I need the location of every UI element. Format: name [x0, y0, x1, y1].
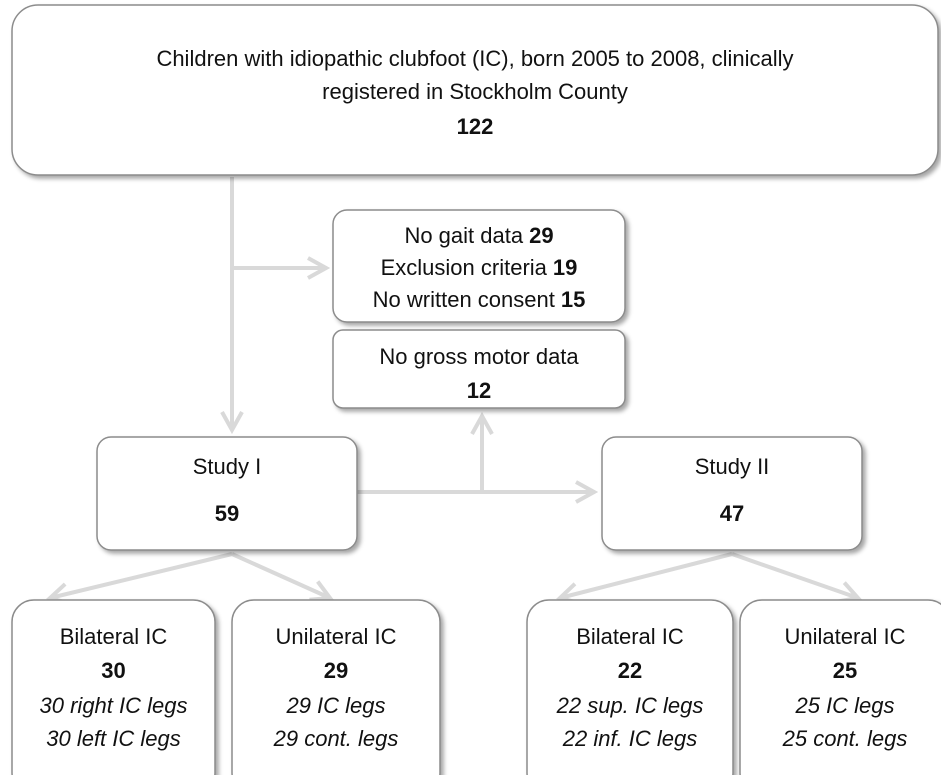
group-legs: 30 right IC legs	[40, 693, 188, 718]
group-title: Bilateral IC	[576, 624, 684, 649]
study-title: Study II	[695, 454, 770, 479]
label: No gait data	[404, 223, 523, 248]
study-count: 59	[215, 501, 239, 526]
group-title: Unilateral IC	[275, 624, 396, 649]
group-legs: 30 left IC legs	[46, 726, 181, 751]
box	[96, 436, 358, 551]
label-line: Exclusion criteria 19	[381, 255, 578, 280]
group-legs: 29 cont. legs	[273, 726, 399, 751]
box	[11, 599, 216, 775]
group-legs: 29 IC legs	[285, 693, 385, 718]
count: 19	[553, 255, 577, 280]
study-count: 47	[720, 501, 744, 526]
group-legs: 25 IC legs	[794, 693, 894, 718]
count: 15	[561, 287, 585, 312]
arrow	[231, 552, 330, 598]
group-title: Bilateral IC	[60, 624, 168, 649]
group-count: 30	[101, 658, 125, 683]
arrow	[50, 552, 233, 598]
box	[11, 4, 939, 176]
box	[332, 209, 626, 323]
group-legs: 25 cont. legs	[782, 726, 908, 751]
study-title: Study I	[193, 454, 261, 479]
top-count: 122	[457, 114, 494, 139]
group-legs: 22 inf. IC legs	[562, 726, 698, 751]
label: Exclusion criteria	[381, 255, 548, 280]
top-text: Children with idiopathic clubfoot (IC), …	[156, 46, 793, 71]
label-line: No written consent 15	[373, 287, 586, 312]
arrows	[50, 177, 858, 598]
box	[739, 599, 941, 775]
box	[526, 599, 734, 775]
box	[601, 436, 863, 551]
box	[231, 599, 441, 775]
arrow	[731, 552, 858, 598]
gross-motor-label: No gross motor data	[379, 344, 579, 369]
group-count: 25	[833, 658, 857, 683]
label: No written consent	[373, 287, 555, 312]
group-count: 22	[618, 658, 642, 683]
box	[332, 329, 626, 409]
arrow	[560, 552, 733, 598]
top-text: registered in Stockholm County	[322, 79, 628, 104]
group-legs: 22 sup. IC legs	[556, 693, 704, 718]
group-count: 29	[324, 658, 348, 683]
group-title: Unilateral IC	[784, 624, 905, 649]
label-line: No gait data 29	[404, 223, 553, 248]
gross-motor-count: 12	[467, 378, 491, 403]
count: 29	[529, 223, 553, 248]
